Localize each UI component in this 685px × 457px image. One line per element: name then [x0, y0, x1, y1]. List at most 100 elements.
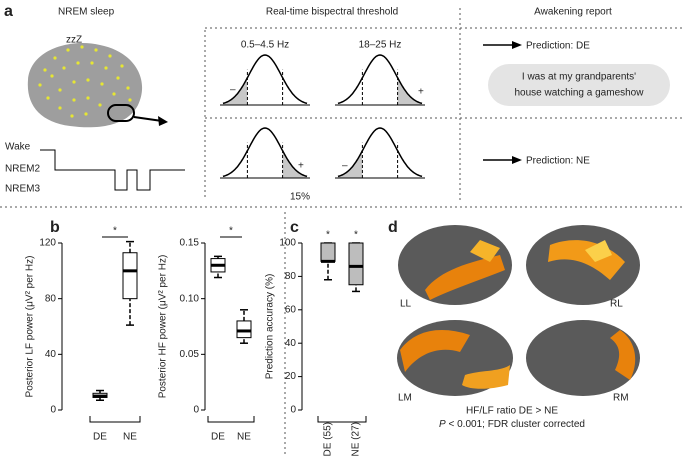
- electrode: [58, 88, 62, 92]
- prediction: Prediction: DE: [526, 41, 590, 52]
- sign: +: [298, 161, 304, 172]
- electrode: [53, 56, 57, 60]
- electrode: [62, 66, 66, 70]
- y-tick-label: 0.05: [180, 349, 200, 360]
- view-label: RM: [613, 393, 629, 404]
- electrode: [46, 96, 50, 100]
- y-axis-label: Prediction accuracy (%): [265, 274, 276, 380]
- y-tick-label: 120: [39, 238, 56, 249]
- y-tick-label: 40: [285, 338, 297, 349]
- curve: [337, 54, 423, 105]
- electrode: [108, 54, 112, 58]
- electrode: [120, 64, 124, 68]
- y-tick-label: 0: [290, 405, 296, 416]
- y-tick-label: 0.10: [180, 293, 200, 304]
- heading: Real-time bispectral threshold: [266, 7, 398, 18]
- electrode: [100, 82, 104, 86]
- electrode: [104, 66, 108, 70]
- electrode: [126, 86, 130, 90]
- electrode: [128, 98, 132, 102]
- view-label: LL: [400, 299, 412, 310]
- electrode: [94, 48, 98, 52]
- x-tick-label: DE (55): [323, 422, 334, 456]
- percent: 15%: [290, 192, 310, 203]
- stat-rest: < 0.001; FDR cluster corrected: [446, 419, 585, 430]
- electrode: [112, 92, 116, 96]
- y-tick-label: 80: [45, 293, 57, 304]
- distributions: [220, 54, 425, 179]
- electrode: [86, 78, 90, 82]
- tail-area: [282, 150, 307, 178]
- electrode: [72, 80, 76, 84]
- stage-label: NREM2: [5, 164, 40, 175]
- caption: P < 0.001; FDR cluster corrected: [439, 419, 585, 430]
- y-tick-label: 0: [193, 405, 199, 416]
- electrode: [66, 48, 70, 52]
- x-tick-label: DE: [93, 432, 107, 443]
- heading: Awakening report: [534, 7, 612, 18]
- hypnogram: [40, 149, 185, 191]
- band-label: 18–25 Hz: [359, 40, 402, 51]
- curve: [222, 127, 308, 178]
- speech-bubble: [488, 64, 670, 106]
- x-tick-label: NE: [123, 432, 137, 443]
- bracket: [207, 416, 255, 423]
- brains: [397, 225, 640, 396]
- electrode: [58, 106, 62, 110]
- electrode: [76, 61, 80, 65]
- box: [122, 252, 138, 300]
- stat-p: P: [439, 419, 446, 430]
- sign: +: [418, 87, 424, 98]
- arrowhead: [512, 156, 522, 164]
- y-tick-label: 0: [50, 405, 56, 416]
- box: [348, 242, 364, 286]
- heading: NREM sleep: [58, 7, 115, 18]
- electrode: [86, 96, 90, 100]
- electrode: [72, 98, 76, 102]
- bracket: [317, 416, 367, 423]
- x-tick-label: DE: [211, 432, 225, 443]
- stage-label: Wake: [5, 142, 31, 153]
- electrode: [98, 103, 102, 107]
- electrode: [70, 114, 74, 118]
- curve: [222, 54, 308, 105]
- y-axis-label: Posterior LF power (μV² per Hz): [25, 256, 36, 398]
- y-tick-label: 60: [285, 304, 297, 315]
- x-tick-label: NE (27): [351, 422, 362, 456]
- zzz: zzZ: [66, 35, 82, 46]
- stage-label: NREM3: [5, 184, 40, 195]
- y-tick-label: 0.15: [180, 238, 200, 249]
- significance: *: [229, 226, 233, 237]
- y-tick-label: 100: [279, 238, 296, 249]
- y-tick-label: 20: [285, 371, 297, 382]
- significance: *: [326, 230, 330, 241]
- electrode: [90, 61, 94, 65]
- tail-area: [397, 77, 422, 105]
- caption: HF/LF ratio DE > NE: [466, 406, 558, 417]
- panel-label: d: [388, 219, 398, 236]
- report-line: I was at my grandparents': [522, 72, 636, 83]
- y-axis-label: Posterior HF power (μV² per Hz): [158, 255, 169, 399]
- significance: *: [354, 230, 358, 241]
- sign: –: [230, 85, 236, 96]
- band-label: 0.5–4.5 Hz: [241, 40, 289, 51]
- electrode: [38, 83, 42, 87]
- electrode: [80, 45, 84, 49]
- bracket: [89, 416, 141, 423]
- sign: –: [342, 161, 348, 172]
- electrode: [116, 76, 120, 80]
- y-tick-label: 80: [285, 271, 297, 282]
- head: [27, 43, 168, 128]
- curve: [337, 127, 423, 178]
- panel-label: a: [4, 3, 13, 20]
- electrode: [84, 112, 88, 116]
- view-label: LM: [398, 393, 412, 404]
- panel-label: b: [50, 219, 60, 236]
- x-tick-label: NE: [237, 432, 251, 443]
- electrode: [43, 68, 47, 72]
- panel-label: c: [290, 219, 299, 236]
- y-tick-label: 40: [45, 349, 57, 360]
